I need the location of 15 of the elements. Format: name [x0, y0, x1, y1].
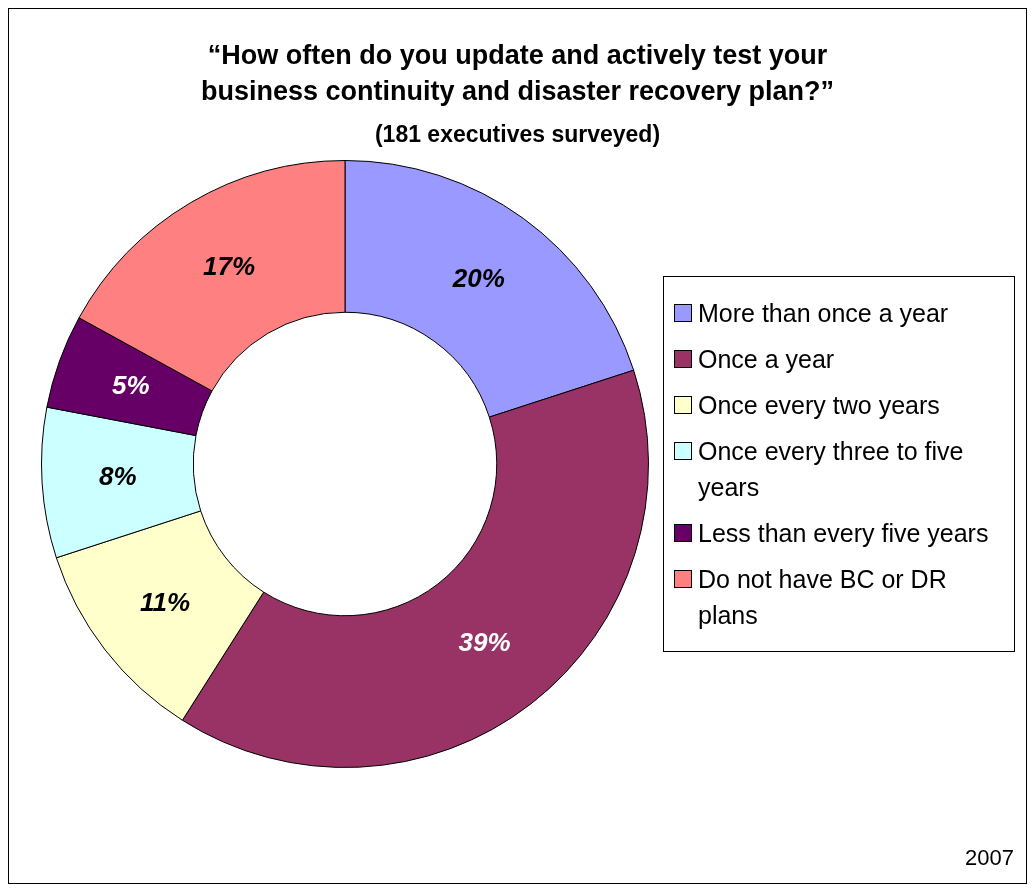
text: 2007: [965, 845, 1014, 871]
chart-title: “How often do you update and actively test your business continuity and disaster recovery plan?”: [199, 39, 836, 108]
data-label: 5%: [112, 370, 150, 401]
legend-label: Once every three to five years: [698, 436, 965, 503]
data-label: 8%: [99, 461, 137, 492]
data-label: 20%: [451, 263, 505, 294]
legend-label: More than once a year: [698, 298, 949, 329]
data-label: 11%: [140, 586, 191, 617]
legend-label: Once a year: [698, 344, 835, 375]
data-label: 17%: [203, 251, 256, 282]
legend-label: Less than every five years: [698, 518, 989, 549]
data-label: 39%: [458, 627, 511, 658]
chart-subtitle: (181 executives surveyed): [373, 121, 662, 148]
legend-label: Do not have BC or DR plans: [698, 564, 948, 631]
legend-label: Once every two years: [698, 390, 940, 421]
